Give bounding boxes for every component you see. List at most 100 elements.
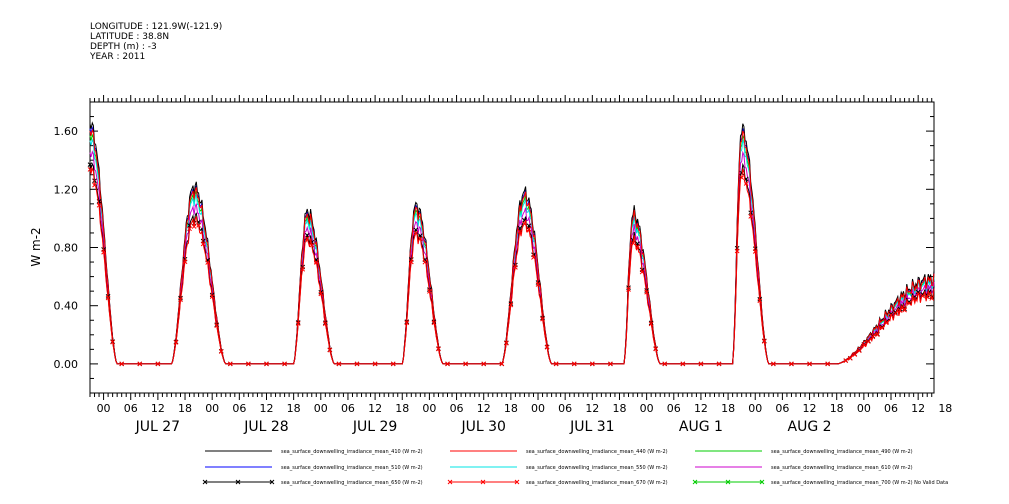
series-marker [218,349,224,354]
legend-label: sea_surface_downwelling_irradiance_mean_… [281,449,423,455]
series-marker [825,361,831,367]
series-marker [327,347,333,353]
legend-marker [235,479,241,485]
x-tick-label: 06 [450,402,464,415]
series-marker [313,259,319,265]
series-marker [513,265,518,270]
x-tick-label: 12 [368,402,382,415]
x-day-label: JUL 31 [569,419,614,435]
series-marker [173,340,179,345]
series-marker [870,334,876,340]
series-marker [137,361,143,367]
series-marker [879,325,885,331]
series-marker [888,311,894,317]
series-line [89,126,935,365]
series-marker [282,361,287,367]
series-marker [866,339,871,344]
series-marker [544,344,550,350]
series-marker [897,308,903,313]
x-tick-label: 12 [151,402,165,415]
y-tick-label: 0.80 [54,242,79,255]
x-tick-label: 12 [694,402,708,415]
series-marker [902,307,907,313]
series-marker [739,175,745,180]
series-marker [264,361,269,367]
series-marker [503,340,509,346]
series-marker [322,321,328,327]
y-tick-label: 0.00 [54,358,79,371]
series-marker [295,321,301,326]
legend-marker [202,479,208,485]
series-marker [445,361,450,367]
x-day-label: JUL 28 [243,419,288,435]
series-marker [318,291,324,297]
plot-frame [89,101,935,394]
series-marker [911,296,916,302]
series-marker [214,323,220,329]
series-marker [748,214,754,219]
series-marker [422,259,428,265]
series-marker [205,260,211,265]
series-marker [920,293,926,299]
x-tick-label: 18 [938,402,952,415]
series-line [89,167,935,365]
legend-label: sea_surface_downwelling_irradiance_mean_… [771,449,913,455]
legend-marker [447,479,453,485]
series-marker [427,289,432,294]
series-marker [906,300,912,306]
series-layer [87,121,935,367]
series-marker [431,320,437,326]
x-day-label: JUL 27 [135,419,180,435]
series-marker [96,202,102,208]
series-marker [178,297,183,303]
series-marker [662,361,668,367]
legend-marker [725,479,731,485]
dataset-header: LONGITUDE : 121.9W(-121.9) LATITUDE : 38… [90,22,222,62]
y-tick-label: 0.40 [54,300,79,313]
series-line [89,150,935,365]
series-marker [739,170,745,176]
legend-marker [759,479,765,485]
x-tick-label: 12 [259,402,273,415]
x-tick-label: 18 [612,402,626,415]
series-marker [87,162,93,167]
series-marker [929,296,935,301]
series-marker [408,259,414,265]
series-marker [639,269,645,275]
x-tick-label: 18 [178,402,192,415]
legend-marker [514,479,520,485]
series-marker [119,361,125,367]
series-marker [852,352,858,357]
x-tick-label: 00 [205,402,219,415]
series-marker [300,266,306,272]
series-marker [807,361,812,367]
latitude-label: LATITUDE : 38.8N [90,32,170,42]
series-marker [390,361,396,367]
series-marker [246,361,251,367]
series-marker [499,361,505,367]
x-tick-label: 12 [477,402,491,415]
series-line [89,133,935,365]
y-tick-labels: 0.00 0.40 0.80 1.20 1.60 [54,125,79,371]
x-tick-label: 18 [287,402,301,415]
x-tick-labels: 00 06 12 18 00 06 12 18 00 06 12 18 00 06 12 18 00 06 12 18… [97,402,953,435]
legend-marker [269,479,275,485]
series-marker [227,361,233,367]
series-marker [770,361,776,367]
series-marker [884,320,889,326]
series-marker [191,224,197,229]
y-tick-label: 1.20 [54,183,79,196]
series-marker [856,348,862,354]
series-marker [630,240,636,246]
series-marker [531,255,536,260]
series-marker [698,361,704,367]
x-tick-label: 18 [395,402,409,415]
series-marker [888,312,894,318]
series-marker [92,182,97,188]
depth-label: DEPTH (m) : -3 [90,42,157,52]
x-tick-label: 12 [803,402,817,415]
x-tick-label: 18 [504,402,518,415]
series-marker [463,361,468,367]
x-tick-label: 06 [341,402,355,415]
